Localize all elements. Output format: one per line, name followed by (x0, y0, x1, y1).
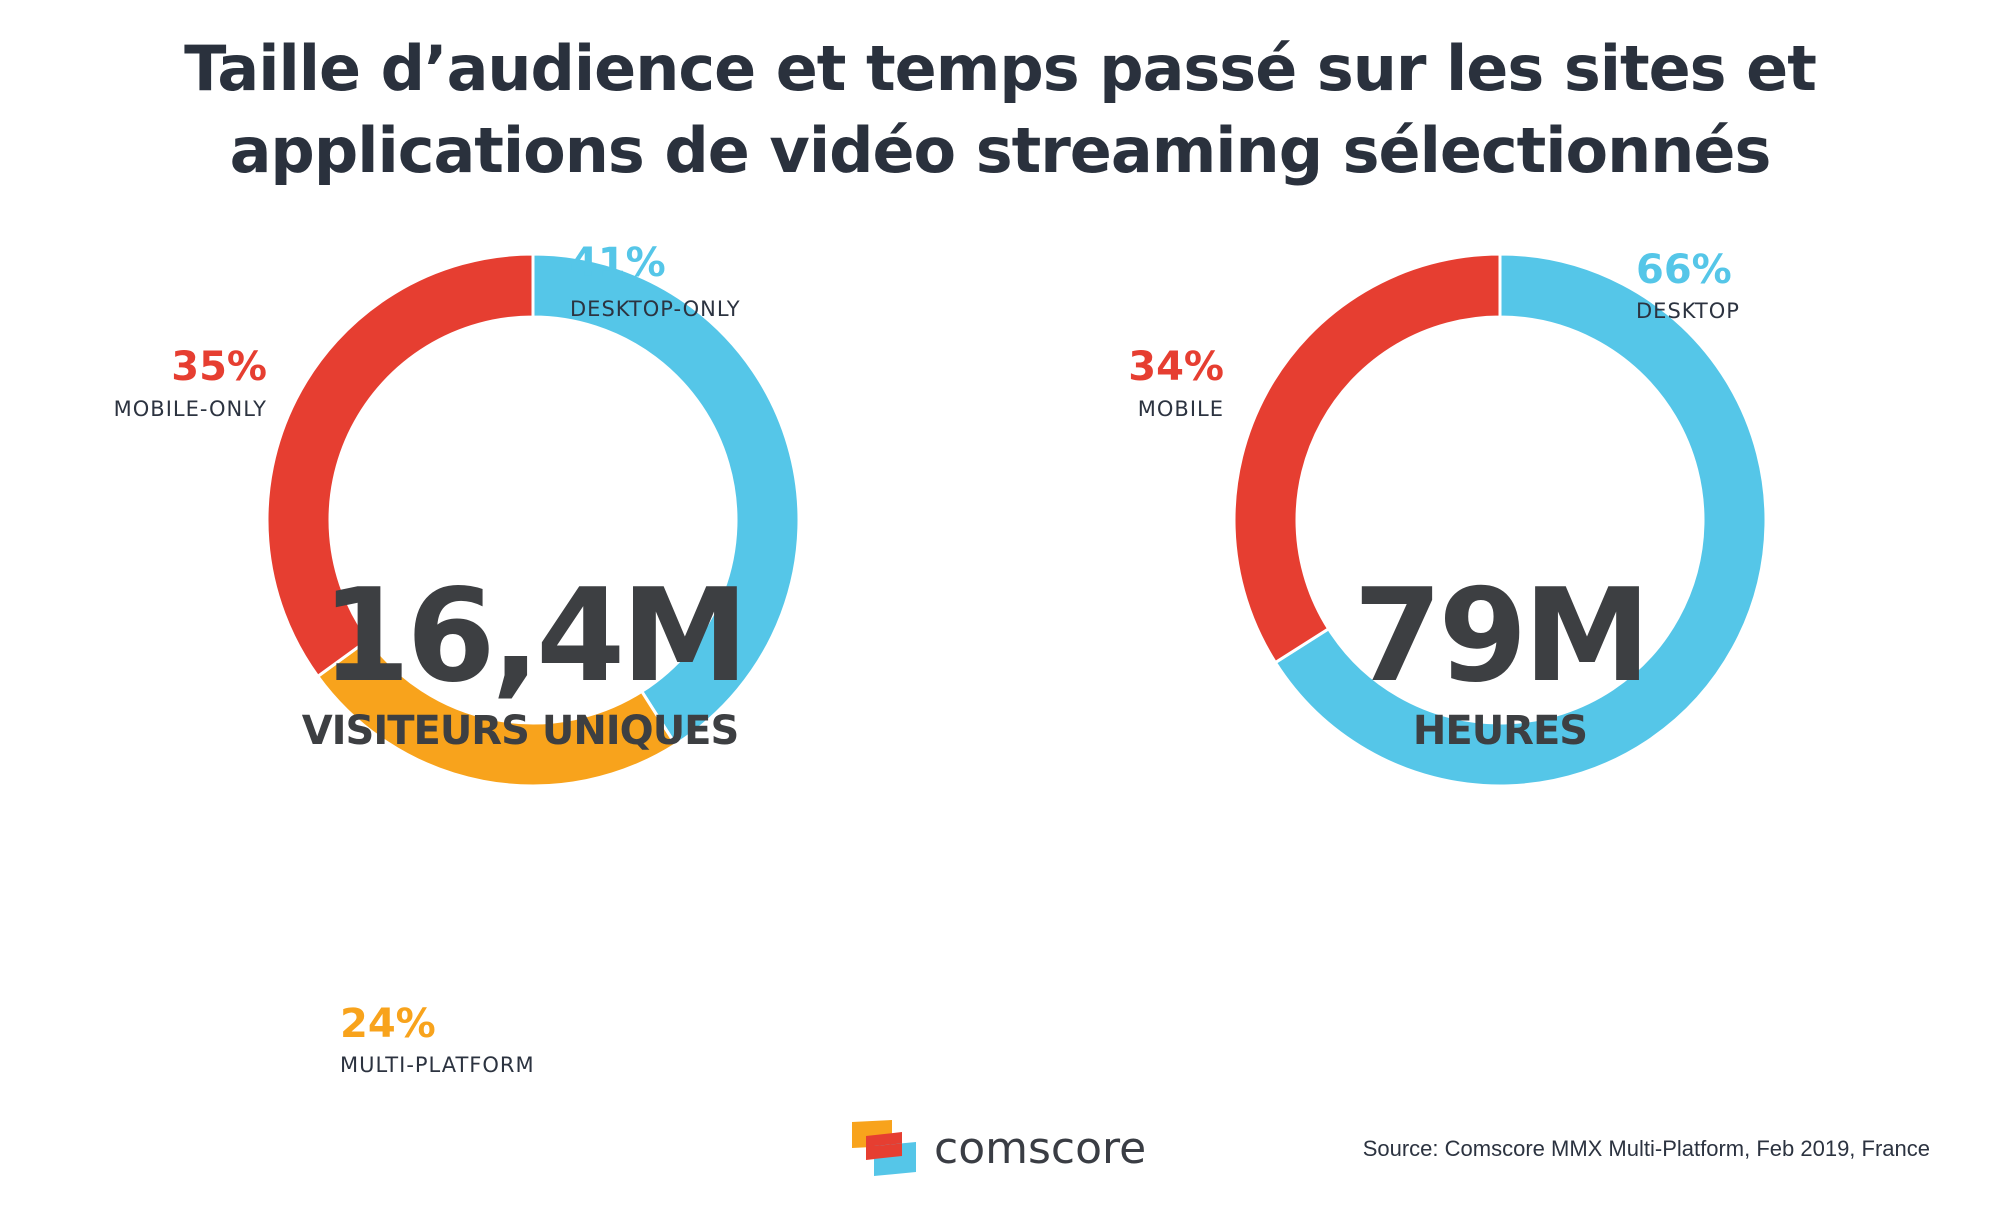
slice-label-desktop-only: DESKTOP-ONLY (570, 297, 741, 321)
audience-donut-slices (265, 252, 801, 788)
source-note: Source: Comscore MMX Multi-Platform, Feb… (1362, 1136, 1930, 1161)
comscore-logo: comscore (852, 1118, 1146, 1178)
audience-center-value: 16,4M (321, 562, 744, 711)
slice-label-mobile: MOBILE (1138, 397, 1224, 421)
slice-label-mobile-only: MOBILE-ONLY (114, 397, 267, 421)
time-spent-center-value: 79M (1353, 562, 1647, 711)
time-spent-slice-desktop (1273, 252, 1768, 788)
time-spent-donut-slices (1232, 252, 1768, 788)
audience-center-caption: VISITEURS UNIQUES (302, 708, 739, 754)
chart-title-line-2: applications de vidéo streaming sélectio… (229, 114, 1772, 187)
slice-label-pct-mobile: 34% (1128, 344, 1224, 390)
slice-label-pct-multi-platform: 24% (340, 1001, 436, 1047)
slice-label-pct-desktop-only: 41% (570, 240, 666, 286)
slice-label-desktop: DESKTOP (1636, 299, 1740, 323)
slice-label-multi-platform: MULTI-PLATFORM (340, 1053, 535, 1077)
slice-label-pct-desktop: 66% (1636, 247, 1732, 293)
time-spent-center-caption: HEURES (1413, 708, 1587, 754)
audience-slice-desktop-only (531, 252, 801, 747)
chart-title: Taille d’audience et temps passé sur les… (0, 28, 2000, 192)
audience-slice-mobile-only (265, 252, 535, 679)
audience-donut-chart: 16,4M VISITEURS UNIQUES 41% DESKTOP-ONLY… (114, 240, 801, 1077)
time-spent-donut-chart: 79M HEURES 66% DESKTOP 34% MOBILE (1128, 247, 1768, 788)
chart-title-line-1: Taille d’audience et temps passé sur les… (184, 32, 1817, 105)
comscore-logo-icon (852, 1120, 916, 1176)
slice-label-pct-mobile-only: 35% (171, 344, 267, 390)
comscore-logo-text: comscore (934, 1122, 1147, 1174)
time-spent-slice-mobile (1232, 252, 1502, 665)
